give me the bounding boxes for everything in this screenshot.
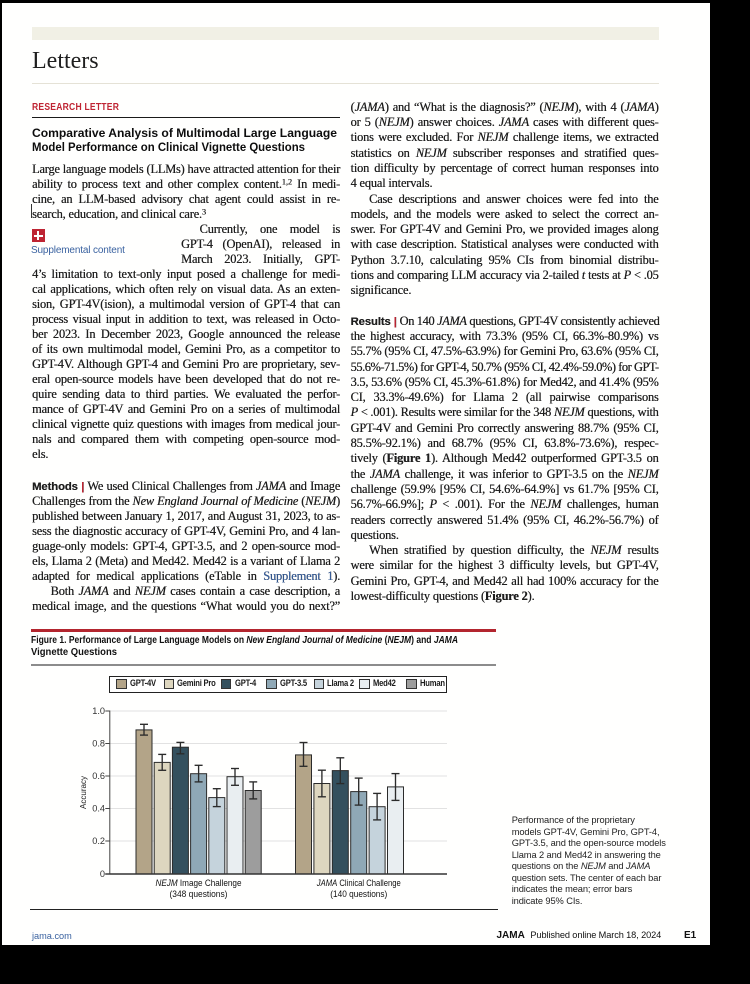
svg-text:(140 questions): (140 questions) (330, 889, 387, 899)
svg-text:1.0: 1.0 (92, 706, 105, 716)
svg-text:JAMA Clinical Challenge: JAMA Clinical Challenge (316, 878, 401, 888)
svg-text:0.6: 0.6 (92, 771, 105, 781)
svg-text:(348 questions): (348 questions) (170, 889, 228, 899)
svg-text:0.8: 0.8 (92, 739, 105, 749)
svg-text:Accuracy: Accuracy (78, 775, 88, 809)
svg-text:0.4: 0.4 (92, 804, 105, 814)
svg-text:NEJM Image Challenge: NEJM Image Challenge (156, 878, 242, 888)
svg-text:0: 0 (100, 869, 105, 879)
svg-text:0.2: 0.2 (92, 836, 105, 846)
